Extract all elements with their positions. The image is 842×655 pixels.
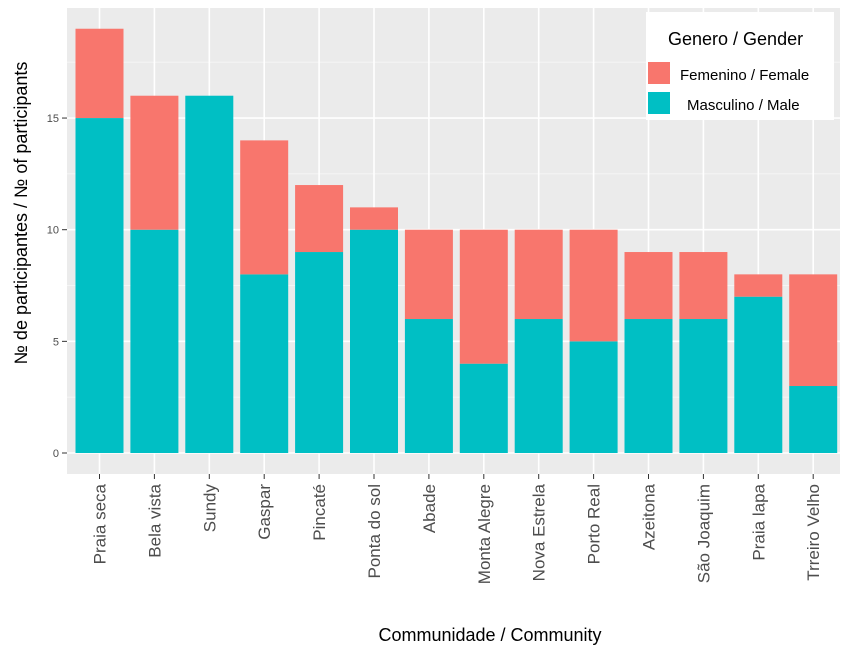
- bar-female: [130, 95, 179, 230]
- bar-male: [624, 319, 673, 453]
- bar-male: [734, 296, 783, 453]
- bar-female: [295, 185, 344, 253]
- bar-female: [679, 252, 728, 320]
- x-tick-label: Praia lapa: [749, 483, 768, 560]
- bars: [75, 28, 838, 454]
- bar-male: [75, 118, 124, 454]
- bar-female: [514, 229, 563, 320]
- bar-male: [350, 229, 398, 453]
- legend-swatch-male: [648, 92, 670, 114]
- bar-female: [75, 28, 124, 119]
- legend-background: [646, 12, 834, 120]
- x-tick-label: Sundy: [200, 484, 219, 533]
- bar-male: [569, 341, 618, 453]
- bar-male: [185, 95, 234, 453]
- bar-female: [404, 229, 453, 320]
- bar-female: [350, 207, 398, 230]
- bar-female: [789, 274, 838, 387]
- x-tick-label: Pincaté: [310, 484, 329, 541]
- legend-label-male: Masculino / Male: [687, 97, 800, 114]
- x-tick-label: Monta Alegre: [475, 484, 494, 584]
- x-tick-label: São Joaquim: [694, 484, 713, 583]
- bar-male: [130, 229, 179, 453]
- y-tick-label: 10: [47, 225, 59, 237]
- x-tick-label: Nova Estrela: [530, 483, 549, 581]
- bar-male: [514, 319, 563, 453]
- bar-male: [295, 252, 344, 453]
- x-axis-title: Communidade / Community: [378, 625, 601, 645]
- legend: Genero / Gender Femenino / Female Mascul…: [646, 12, 834, 120]
- x-axis: Praia seca Bela vista Sundy Gaspar Pincaté Po…: [91, 474, 823, 584]
- y-tick-label: 0: [53, 448, 59, 460]
- bar-female: [734, 274, 783, 297]
- x-tick-label: Porto Real: [585, 484, 604, 564]
- x-tick-label: Abade: [420, 484, 439, 533]
- bar-male: [459, 363, 508, 453]
- bar-female: [624, 252, 673, 320]
- x-tick-label: Ponta do sol: [365, 484, 384, 579]
- bar-male: [679, 319, 728, 453]
- x-tick-label: Trreiro Velho: [804, 484, 823, 581]
- legend-label-female: Femenino / Female: [680, 67, 809, 84]
- bar-male: [404, 319, 453, 453]
- bar-female: [459, 229, 508, 364]
- y-tick-label: 15: [47, 113, 59, 125]
- y-axis: 0 5 10 15: [47, 113, 67, 460]
- y-tick-label: 5: [53, 336, 59, 348]
- bar-male: [789, 386, 838, 453]
- bar-female: [240, 140, 289, 275]
- bar-female: [569, 229, 618, 342]
- x-tick-label: Bela vista: [145, 483, 164, 557]
- y-axis-title: № de participantes / № of participants: [11, 62, 31, 365]
- legend-title: Genero / Gender: [668, 29, 803, 49]
- x-tick-label: Praia seca: [91, 483, 110, 564]
- x-tick-label: Gaspar: [255, 484, 274, 540]
- bar-male: [240, 274, 289, 453]
- legend-swatch-female: [648, 62, 670, 84]
- x-tick-label: Azeitona: [640, 483, 659, 550]
